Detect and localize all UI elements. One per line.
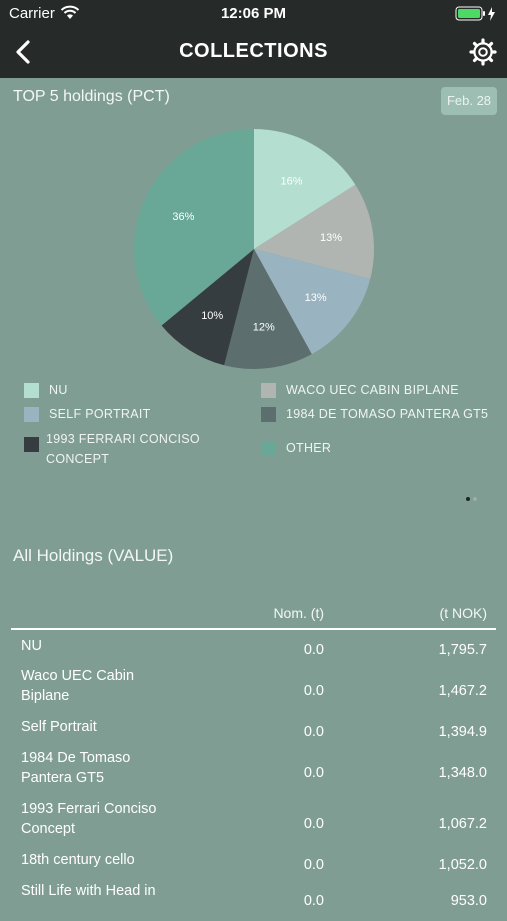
table-row[interactable]: Waco UEC Cabin Biplane 0.0 1,467.2 xyxy=(0,666,507,717)
pie-slice[interactable] xyxy=(161,249,254,366)
pie-slice-label: 16% xyxy=(281,176,303,188)
page-title: COLLECTIONS xyxy=(179,40,328,62)
status-bar: Carrier 12:06 PM xyxy=(0,0,507,28)
legend-label: NU xyxy=(49,383,68,397)
back-chevron-icon[interactable] xyxy=(12,38,36,66)
wifi-icon xyxy=(60,5,80,19)
pie-chart: 16% 13% 13% 12% 10% 36% xyxy=(134,129,374,369)
legend-label: WACO UEC CABIN BIPLANE xyxy=(286,383,459,397)
column-header-nom: Nom. (t) xyxy=(273,605,324,621)
holding-nominal: 0.0 xyxy=(303,893,324,909)
header-divider xyxy=(11,628,496,630)
pie-slice[interactable] xyxy=(224,249,312,369)
legend-swatch xyxy=(24,437,39,452)
table-row[interactable]: 1984 De Tomaso Pantera GT5 0.0 1,348.0 xyxy=(0,748,507,799)
holding-name: 18th century cello xyxy=(21,852,135,868)
table-row[interactable]: Still Life with Head in 0.0 953.0 xyxy=(0,881,507,921)
legend-swatch xyxy=(24,383,39,398)
legend-swatch xyxy=(261,407,276,422)
table-row[interactable]: 18th century cello 0.0 1,052.0 xyxy=(0,850,507,881)
pie-slice-label: 12% xyxy=(253,321,275,333)
holding-nominal: 0.0 xyxy=(303,764,324,781)
page-dot-active xyxy=(466,497,470,501)
date-badge[interactable]: Feb. 28 xyxy=(441,87,497,115)
holding-name: 1993 Ferrari Conciso Concept xyxy=(21,801,157,837)
table-row[interactable]: NU 0.0 1,795.7 xyxy=(0,636,507,666)
carrier-label: Carrier xyxy=(9,5,55,22)
status-time: 12:06 PM xyxy=(220,5,287,22)
holding-value: 953.0 xyxy=(450,893,487,909)
legend-swatch xyxy=(24,407,39,422)
table-row[interactable]: Self Portrait 0.0 1,394.9 xyxy=(0,717,507,748)
battery-icon xyxy=(455,6,495,21)
pie-slice[interactable] xyxy=(254,184,374,279)
holding-name: Waco UEC Cabin Biplane xyxy=(21,668,135,704)
holding-value: 1,467.2 xyxy=(438,682,487,699)
pie-slice[interactable] xyxy=(254,129,356,249)
pie-slice-label: 13% xyxy=(320,232,342,244)
holding-name: Self Portrait xyxy=(21,719,97,735)
top-bar: Carrier 12:06 PM COLLECTIONS xyxy=(0,0,507,78)
pie-slice[interactable] xyxy=(254,249,371,355)
legend-label: SELF PORTRAIT xyxy=(49,407,151,421)
holding-value: 1,394.9 xyxy=(438,723,487,740)
holding-name: NU xyxy=(21,638,42,654)
holding-nominal: 0.0 xyxy=(303,856,324,873)
holding-name: Still Life with Head in xyxy=(21,883,156,899)
legend-swatch xyxy=(261,383,276,398)
legend-label: OTHER xyxy=(286,441,332,455)
holding-value: 1,348.0 xyxy=(438,764,487,781)
top5-title: TOP 5 holdings (PCT) xyxy=(13,88,170,105)
legend-swatch xyxy=(261,441,276,456)
legend-label: 1984 DE TOMASO PANTERA GT5 xyxy=(286,407,489,421)
holding-nominal: 0.0 xyxy=(303,642,324,658)
legend-label: 1993 FERRARI CONCISO CONCEPT xyxy=(46,432,200,466)
pie-slice[interactable] xyxy=(134,129,254,326)
holding-nominal: 0.0 xyxy=(303,815,324,832)
holdings-title: All Holdings (VALUE) xyxy=(13,546,174,565)
holding-name: 1984 De Tomaso Pantera GT5 xyxy=(21,750,131,786)
pie-slice-label: 10% xyxy=(201,310,223,322)
holding-value: 1,052.0 xyxy=(438,856,487,873)
pie-slice-label: 13% xyxy=(305,292,327,304)
pie-slice-label: 36% xyxy=(172,211,194,223)
holding-value: 1,795.7 xyxy=(438,642,487,658)
holding-value: 1,067.2 xyxy=(438,815,487,832)
column-header-nok: (t NOK) xyxy=(439,605,487,621)
gear-icon[interactable] xyxy=(469,38,497,66)
holding-nominal: 0.0 xyxy=(303,723,324,740)
table-row[interactable]: 1993 Ferrari Conciso Concept 0.0 1,067.2 xyxy=(0,799,507,850)
holding-nominal: 0.0 xyxy=(303,682,324,699)
page-indicator xyxy=(466,488,480,506)
page-dot xyxy=(473,497,477,501)
